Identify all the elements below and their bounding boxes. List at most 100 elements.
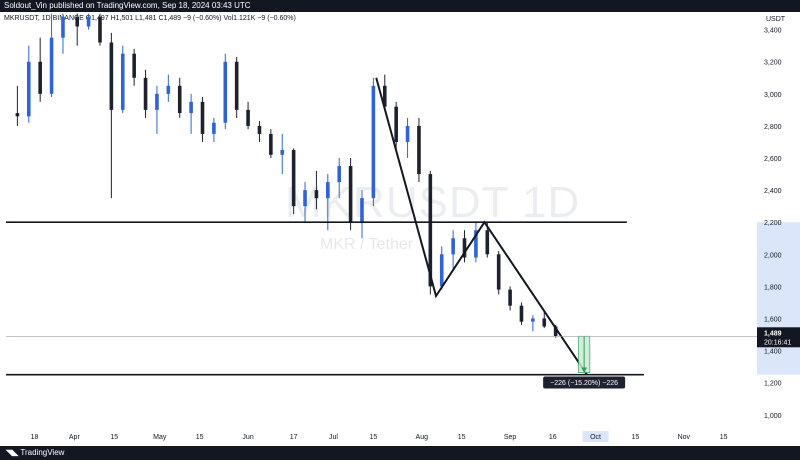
x-tick-label: 15 (110, 434, 118, 441)
candle-body (75, 16, 79, 27)
candle-body (223, 61, 228, 123)
candle-body (26, 61, 31, 117)
y-tick-label: 2,600 (764, 156, 782, 163)
x-tick-label: 15 (631, 434, 639, 441)
current-price-label: 1,489 (764, 330, 782, 337)
x-tick-label: 16 (549, 434, 557, 441)
candle-body (38, 61, 42, 94)
publisher-text: Soldout_Vin published on TradingView.com… (4, 1, 251, 10)
x-tick-label: Jun (242, 434, 253, 441)
candle-body (120, 53, 125, 110)
candle-body (405, 125, 410, 142)
footer-bar: ◥◣ TradingView (0, 446, 800, 460)
candle-body (474, 230, 478, 258)
symbol-legend: MKRUSDT, 1D BINANCE O1,497 H1,501 L1,481… (4, 15, 296, 22)
y-tick-label: 2,400 (764, 188, 782, 195)
y-tick-label: 2,000 (764, 252, 782, 259)
drawings: −226 (−15.20%) −226 (6, 77, 644, 389)
candle-body (337, 166, 342, 183)
candle-body (166, 85, 171, 94)
candle-body (109, 42, 114, 110)
y-tick-label: 1,400 (764, 349, 782, 356)
candle-body (496, 254, 501, 290)
x-tick-label: Nov (678, 434, 691, 441)
footer-brand: TradingView (20, 448, 65, 457)
y-tick-label: 2,800 (764, 124, 782, 131)
x-tick-label: Aug (416, 434, 429, 441)
candle-body (143, 77, 148, 110)
candle-body (326, 182, 330, 199)
candle-body (15, 113, 20, 117)
candle-body (177, 85, 182, 114)
candle-countdown-label: 20:16:41 (764, 339, 791, 346)
price-range-highlight (757, 222, 800, 375)
x-tick-label: 17 (290, 434, 298, 441)
candle-body (132, 53, 136, 78)
publisher-bar: Soldout_Vin published on TradingView.com… (0, 0, 800, 12)
candle-body (439, 254, 444, 287)
candle-body (519, 305, 524, 322)
price-axis[interactable]: 3,400 3,200 3,000 2,800 2,600 2,400 2,200 2,000… (757, 28, 800, 420)
x-tick-label: Apr (69, 434, 81, 441)
candle-body (428, 174, 433, 287)
x-tick-label: May (153, 434, 167, 441)
y-tick-label: 1,000 (764, 413, 782, 420)
y-tick-label: 1,200 (764, 381, 782, 388)
x-tick-label: Jul (329, 434, 338, 441)
x-tick-label: Sep (504, 434, 517, 441)
y-tick-label: 3,200 (764, 60, 782, 67)
candle-body (291, 149, 296, 207)
candle-body (155, 93, 159, 110)
tradingview-logo: ◥◣ (6, 448, 19, 457)
candle-body (61, 16, 65, 38)
candle-body (189, 101, 193, 114)
y-tick-label: 2,200 (764, 220, 782, 227)
candle-body (269, 133, 273, 155)
candle-body (257, 125, 262, 134)
candle-body (314, 190, 319, 199)
candle-body (212, 122, 216, 134)
candle-body (86, 16, 91, 27)
candle-body (462, 238, 467, 258)
candle-body (371, 85, 376, 199)
y-tick-label: 1,600 (764, 316, 782, 323)
x-tick-label: Oct (590, 434, 601, 441)
currency-label: USDT (766, 16, 786, 23)
candle-body (200, 101, 205, 134)
candle-body (508, 289, 512, 306)
candle-body (451, 238, 455, 255)
x-tick-label: 18 (31, 434, 39, 441)
candle-body (417, 125, 421, 175)
time-axis[interactable]: 18 Apr 15 May 15 Jun 17 Jul 15 Aug 15 Sep 16 Oct 15 Nov… (31, 431, 728, 442)
candle-body (303, 190, 307, 207)
candle-body (485, 230, 490, 255)
candle-body (542, 318, 547, 327)
candle-body (280, 149, 285, 155)
x-tick-label: 15 (196, 434, 204, 441)
x-tick-label: 15 (369, 434, 377, 441)
time-range-highlight (582, 431, 609, 442)
price-range-label-box (543, 376, 626, 389)
candle-body (348, 166, 353, 223)
x-tick-label: 15 (720, 434, 728, 441)
x-tick-label: 15 (458, 434, 466, 441)
price-labels: 1,489 20:16:41 (6, 327, 800, 348)
y-tick-label: 3,400 (764, 28, 782, 35)
arrow-head-icon (581, 367, 588, 373)
candle-body (531, 318, 535, 322)
pattern-trendline (375, 77, 588, 376)
candle-body (394, 106, 398, 142)
price-range-label: −226 (−15.20%) −226 (550, 380, 618, 387)
candle-body (234, 61, 239, 110)
candle-body (553, 326, 558, 337)
current-price-tag (757, 327, 800, 348)
y-tick-label: 3,000 (764, 92, 782, 99)
price-chart[interactable]: 3,400 3,200 3,000 2,800 2,600 2,400 2,200 2,000… (0, 12, 800, 446)
candle-body (98, 16, 102, 43)
candle-body (246, 109, 250, 126)
name-watermark: MKR / Tether (320, 236, 414, 253)
candle-body (49, 37, 54, 94)
candle-body (382, 85, 387, 107)
candles (15, 13, 558, 338)
